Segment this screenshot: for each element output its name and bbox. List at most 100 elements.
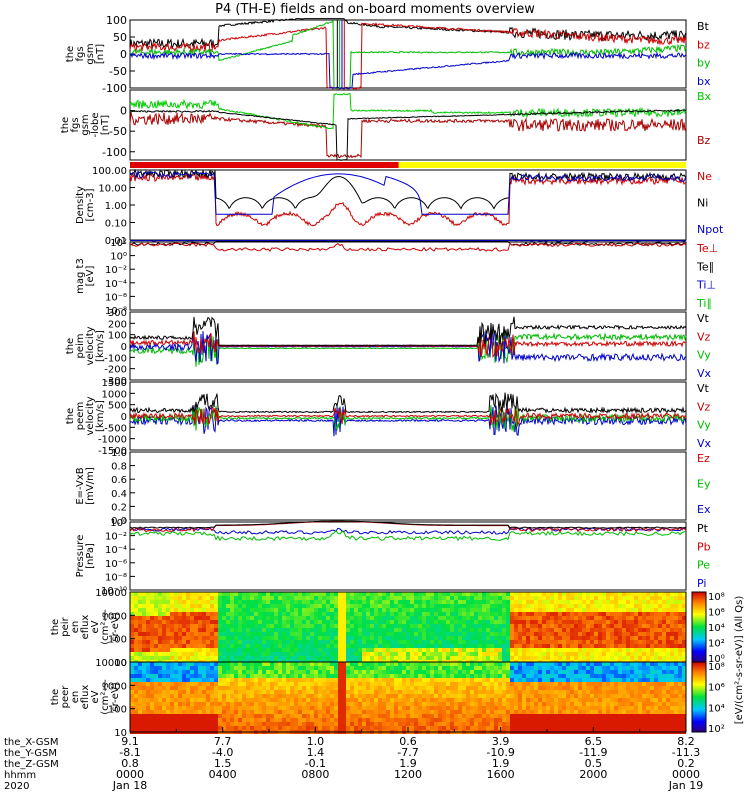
peer-panel-cell (530, 706, 534, 710)
peer-panel-cell (138, 686, 142, 690)
peir-panel-cell (590, 636, 594, 640)
peir-panel-cell (462, 592, 466, 596)
peer-panel-cell (342, 714, 346, 718)
peir-panel-cell (674, 616, 678, 620)
peir-panel-cell (566, 600, 570, 604)
peer-panel-cell (406, 698, 410, 702)
peir-panel-cell (250, 592, 254, 596)
peer-panel-cell (206, 686, 210, 690)
peir-panel-cell (470, 596, 474, 600)
peir-panel-cell (282, 644, 286, 648)
peer-panel-cell (362, 686, 366, 690)
peer-panel-cell (214, 710, 218, 714)
peer-panel-cell (410, 670, 414, 674)
peir-panel-cell (594, 600, 598, 604)
peir-panel-cell (322, 640, 326, 644)
peir-panel-cell (630, 652, 634, 656)
peer-panel-cell (562, 666, 566, 670)
peir-panel-cell (586, 644, 590, 648)
peer-panel-cell (186, 682, 190, 686)
peir-panel-cell (562, 636, 566, 640)
peir-panel-cell (206, 612, 210, 616)
peir-panel-cell (438, 616, 442, 620)
peer-panel-cell (210, 662, 214, 666)
peir-panel-cell (446, 608, 450, 612)
peer-panel-cell (210, 726, 214, 730)
peir-panel-cell (178, 656, 182, 660)
peer-panel-cell (414, 698, 418, 702)
peir-panel-cell (366, 620, 370, 624)
peer-panel-cell (430, 666, 434, 670)
peer-panel-cell (190, 670, 194, 674)
pressure-panel-ylabel-line: [nPa] (85, 543, 96, 569)
peer-panel-cell (194, 694, 198, 698)
peir-panel-cell (314, 620, 318, 624)
peir-panel-cell (266, 624, 270, 628)
peir-panel-cell (570, 632, 574, 636)
peer-panel-cell (270, 666, 274, 670)
peer-panel-cell (570, 714, 574, 718)
peir-panel-cell (526, 620, 530, 624)
peer-panel-cell (482, 662, 486, 666)
peir-panel-cell (546, 624, 550, 628)
peer-panel-cell (426, 722, 430, 726)
peir-panel-cell (674, 636, 678, 640)
peer-panel-cell (210, 722, 214, 726)
peir-panel-cell (302, 596, 306, 600)
peir-panel-cell (494, 604, 498, 608)
peer-panel-cell (350, 706, 354, 710)
peir-panel-cell (454, 616, 458, 620)
peer-panel-cell (310, 706, 314, 710)
peir-panel-cell (470, 608, 474, 612)
peir-panel-cell (246, 640, 250, 644)
peer-panel-cell (214, 686, 218, 690)
peer-panel-cell (626, 726, 630, 730)
peer-panel-cell (354, 674, 358, 678)
peir-panel-cell (134, 616, 138, 620)
peir-panel-cell (578, 632, 582, 636)
peer-panel-cell (186, 686, 190, 690)
peir-panel-cell (670, 624, 674, 628)
peir-panel-cell (346, 636, 350, 640)
peer-panel-cell (262, 690, 266, 694)
peer-panel-cell (610, 702, 614, 706)
peir-panel-cell (354, 604, 358, 608)
peir-panel-cell (550, 608, 554, 612)
density-panel-legend-2: Npot (697, 223, 724, 236)
peir-panel-cell (602, 592, 606, 596)
peir-panel-cell (538, 596, 542, 600)
peir-panel-cell (530, 652, 534, 656)
peer-panel-cell (402, 722, 406, 726)
peir-panel-cell (298, 596, 302, 600)
peer-panel-cell (162, 706, 166, 710)
peir-panel-cell (414, 644, 418, 648)
peir-panel-cell (594, 612, 598, 616)
peir-panel-cell (186, 628, 190, 632)
lobe-panel-Bt-line (130, 110, 686, 161)
peir-panel-cell (678, 652, 682, 656)
peir-panel-cell (578, 616, 582, 620)
peer-panel-cell (470, 678, 474, 682)
peer-panel-cell (574, 686, 578, 690)
peir-panel-cell (662, 612, 666, 616)
peer-panel-cell (174, 694, 178, 698)
peir-panel-cell (226, 652, 230, 656)
peer-panel-cell (178, 690, 182, 694)
peir-panel-cell (302, 644, 306, 648)
peir-panel-cell (678, 648, 682, 652)
peer-panel-cell (210, 706, 214, 710)
peer-panel-cell (338, 726, 342, 730)
peir-panel-cell (618, 612, 622, 616)
peir-panel-cell (242, 636, 246, 640)
peir-panel-cell (670, 648, 674, 652)
peer-panel-cell (170, 714, 174, 718)
peer-panel-cell (154, 706, 158, 710)
peir-panel-cell (198, 612, 202, 616)
peir-panel-cell (238, 604, 242, 608)
peir-panel-cell (310, 632, 314, 636)
peer-panel-cell (634, 726, 638, 730)
peir-panel-cell (226, 616, 230, 620)
peir-panel-cell (234, 616, 238, 620)
peer-panel-cell (366, 722, 370, 726)
peir-panel-cell (462, 620, 466, 624)
